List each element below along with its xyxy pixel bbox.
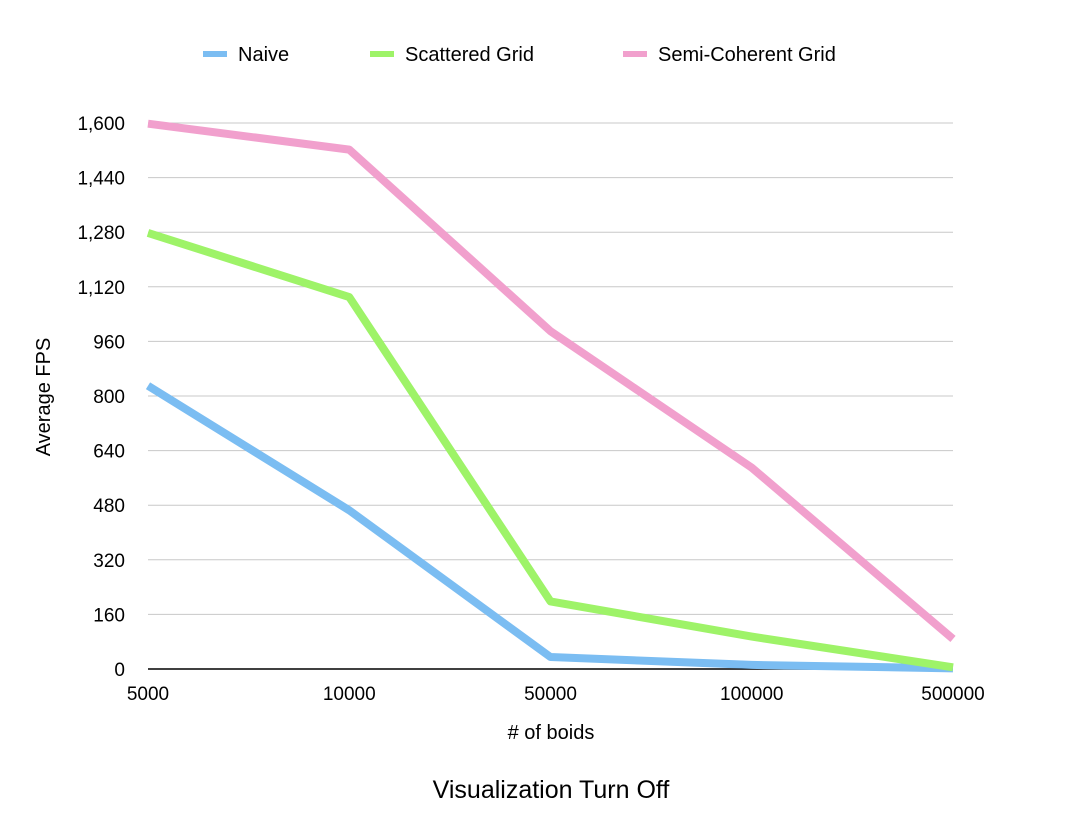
y-tick-label: 960 [93, 332, 125, 353]
legend-label: Semi-Coherent Grid [658, 44, 836, 66]
legend: Naive Scattered Grid Semi-Coherent Grid [203, 44, 836, 66]
series-line-naive [145, 382, 954, 673]
x-axis-title: # of boids [508, 722, 595, 744]
y-tick-label: 800 [93, 387, 125, 408]
y-axis-ticks: 0 160 320 480 640 800 960 1,120 1,280 1,440 1,600 [77, 114, 125, 681]
y-tick-label: 160 [93, 605, 125, 626]
y-tick-label: 480 [93, 496, 125, 517]
x-tick-label: 100000 [720, 684, 783, 705]
series-line-scattered-grid [146, 229, 954, 672]
x-tick-label: 10000 [323, 684, 376, 705]
legend-label: Naive [238, 44, 289, 66]
series-line-semi-coherent-grid [147, 119, 956, 643]
y-tick-label: 1,600 [77, 114, 125, 135]
gridlines [148, 122, 953, 615]
y-tick-label: 1,440 [77, 169, 125, 190]
y-axis-title: Average FPS [33, 338, 55, 457]
x-tick-label: 50000 [524, 684, 577, 705]
y-tick-label: 320 [93, 551, 125, 572]
y-tick-label: 0 [114, 660, 125, 681]
x-tick-label: 500000 [921, 684, 984, 705]
chart-caption: Visualization Turn Off [433, 776, 670, 804]
legend-label: Scattered Grid [405, 44, 534, 66]
x-axis-ticks: 5000 10000 50000 100000 500000 [127, 684, 985, 705]
y-tick-label: 640 [93, 442, 125, 463]
y-tick-label: 1,280 [77, 223, 125, 244]
x-tick-label: 5000 [127, 684, 169, 705]
y-tick-label: 1,120 [77, 278, 125, 299]
series-lines [145, 119, 956, 673]
